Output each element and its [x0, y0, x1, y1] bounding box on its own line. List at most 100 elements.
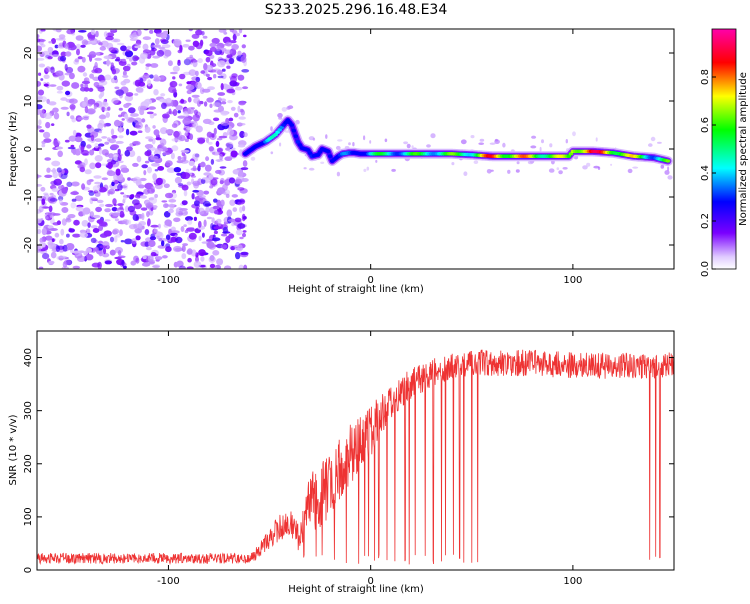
noise-speckle	[121, 58, 126, 62]
noise-speckle	[115, 89, 125, 96]
y-tick-label: 10	[23, 95, 34, 108]
noise-speckle	[216, 199, 222, 207]
noise-speckle	[157, 223, 161, 229]
noise-speckle	[72, 148, 77, 155]
noise-speckle	[192, 40, 200, 47]
noise-speckle	[113, 235, 118, 243]
noise-speckle	[217, 148, 223, 153]
ridge-cell	[289, 123, 295, 127]
snr-x-ticks: -100 0 100	[157, 331, 582, 587]
noise-speckle	[127, 117, 136, 123]
noise-speckle	[131, 238, 137, 245]
noise-speckle	[134, 56, 140, 60]
y-tick-label: 100	[23, 507, 34, 526]
noise-speckle	[84, 169, 92, 175]
noise-speckle	[206, 241, 215, 249]
noise-speckle	[77, 65, 86, 73]
noise-speckle	[363, 135, 366, 141]
noise-speckle	[209, 263, 216, 269]
noise-speckle	[110, 144, 120, 150]
noise-speckle	[86, 144, 92, 149]
noise-speckle	[237, 122, 246, 126]
noise-speckle	[94, 155, 103, 162]
noise-speckle	[176, 160, 184, 164]
noise-speckle	[90, 29, 96, 36]
noise-speckle	[231, 43, 239, 51]
noise-speckle	[193, 97, 201, 104]
noise-speckle	[151, 162, 160, 167]
noise-speckle	[82, 207, 90, 215]
noise-speckle	[134, 45, 141, 49]
noise-speckle	[98, 42, 103, 46]
y-tick-label: 200	[23, 454, 34, 473]
noise-speckle	[67, 47, 71, 51]
spectrogram-noise-region	[37, 29, 673, 269]
noise-speckle	[154, 183, 163, 190]
noise-speckle	[228, 57, 235, 65]
noise-speckle	[117, 255, 126, 259]
noise-speckle	[40, 186, 46, 192]
noise-speckle	[50, 66, 55, 74]
noise-speckle	[62, 244, 68, 252]
noise-speckle	[90, 197, 98, 201]
noise-speckle	[241, 69, 250, 73]
noise-speckle	[165, 97, 172, 104]
noise-speckle	[225, 193, 230, 198]
noise-speckle	[181, 156, 187, 162]
noise-speckle	[81, 183, 86, 190]
noise-speckle	[64, 43, 69, 50]
noise-speckle	[51, 238, 55, 243]
noise-speckle	[37, 104, 43, 110]
noise-speckle	[189, 133, 194, 141]
noise-speckle	[192, 153, 200, 160]
noise-speckle	[98, 119, 105, 126]
noise-speckle	[238, 140, 247, 147]
noise-speckle	[243, 264, 248, 269]
noise-speckle	[192, 180, 201, 186]
noise-speckle	[149, 29, 154, 34]
noise-speckle	[160, 38, 167, 43]
noise-speckle	[149, 236, 157, 241]
noise-speckle	[134, 42, 142, 47]
noise-speckle	[165, 192, 174, 199]
noise-speckle	[125, 49, 130, 52]
noise-speckle	[199, 87, 205, 95]
noise-speckle	[67, 146, 76, 150]
noise-speckle	[223, 191, 227, 195]
noise-speckle	[113, 75, 118, 81]
noise-speckle	[225, 41, 232, 47]
noise-speckle	[109, 183, 118, 190]
noise-speckle	[65, 51, 72, 57]
noise-speckle	[51, 123, 55, 126]
noise-speckle	[232, 207, 238, 213]
noise-speckle	[213, 226, 222, 230]
noise-speckle	[627, 168, 633, 174]
noise-speckle	[37, 34, 40, 39]
noise-speckle	[200, 70, 206, 74]
noise-speckle	[558, 170, 563, 175]
noise-speckle	[128, 57, 133, 62]
noise-speckle	[40, 218, 44, 221]
noise-speckle	[129, 130, 138, 136]
noise-speckle	[473, 160, 479, 165]
noise-speckle	[185, 39, 191, 42]
noise-speckle	[118, 60, 127, 66]
noise-speckle	[230, 150, 238, 158]
noise-speckle	[72, 129, 77, 137]
noise-speckle	[240, 109, 245, 116]
noise-speckle	[210, 158, 215, 165]
noise-speckle	[209, 103, 213, 109]
noise-speckle	[98, 148, 103, 155]
noise-speckle	[224, 265, 232, 269]
noise-speckle	[71, 82, 80, 89]
noise-speckle	[237, 223, 246, 229]
ridge-cell	[291, 128, 297, 133]
noise-speckle	[40, 78, 44, 81]
ridge-cell	[297, 143, 303, 147]
noise-speckle	[107, 191, 114, 195]
noise-speckle	[232, 169, 240, 175]
noise-speckle	[84, 158, 88, 166]
noise-speckle	[215, 45, 222, 51]
noise-speckle	[211, 37, 220, 45]
noise-speckle	[38, 266, 44, 269]
